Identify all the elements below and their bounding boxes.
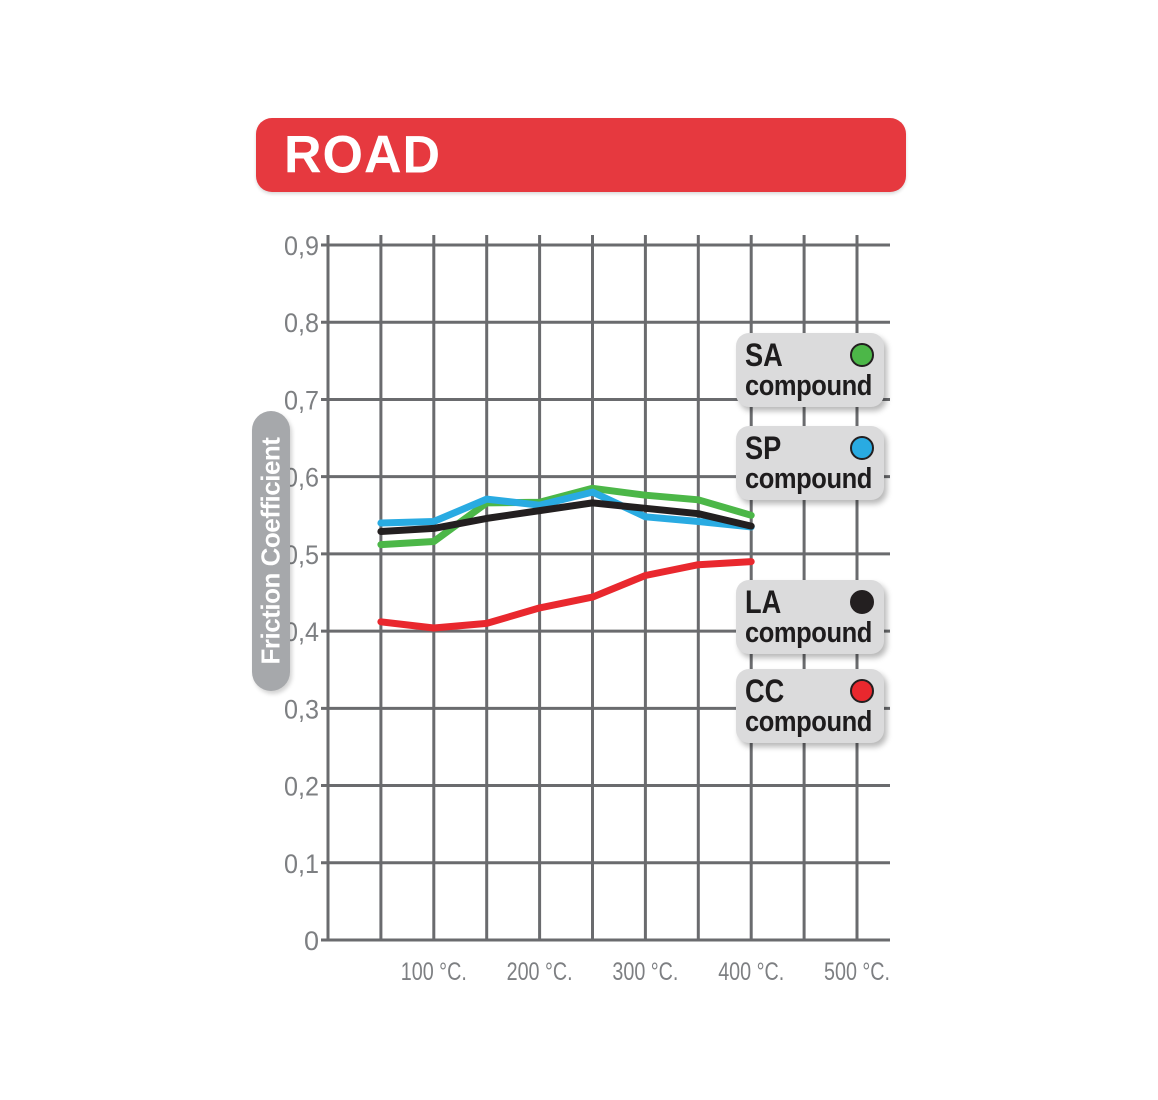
legend-sp-code: SP	[745, 430, 782, 466]
legend-la-label: compound	[745, 617, 872, 649]
legend-cc-row: CC	[745, 675, 875, 707]
y-axis-label-pill: Friction Coefficient	[252, 411, 290, 691]
legend-la-color-dot-icon	[850, 590, 874, 614]
road-banner: ROAD	[256, 118, 906, 192]
x-tick-label: 100 °C.	[401, 958, 467, 986]
legend-sp-color-dot-icon	[850, 436, 874, 460]
y-tick-label: 0,8	[284, 308, 319, 338]
legend-sa-color-dot-icon	[850, 343, 874, 367]
x-tick-label: 500 °C.	[824, 958, 890, 986]
series-line-sp	[377, 488, 755, 531]
legend-la-compound: LA compound	[736, 580, 884, 654]
series-line-cc	[377, 558, 755, 632]
series-line-la	[377, 499, 755, 535]
legend-sp-row: SP	[745, 432, 875, 464]
legend-sp-label: compound	[745, 463, 872, 495]
legend-sp-compound: SP compound	[736, 426, 884, 500]
x-tick-label: 400 °C.	[718, 958, 784, 986]
y-tick-label: 0,2	[284, 772, 319, 802]
legend-la-row: LA	[745, 586, 875, 618]
x-tick-label: 300 °C.	[612, 958, 678, 986]
legend-cc-compound: CC compound	[736, 669, 884, 743]
y-tick-label: 0,3	[284, 694, 319, 724]
x-tick-label: 200 °C.	[507, 958, 573, 986]
legend-sa-code: SA	[745, 337, 783, 373]
legend-cc-color-dot-icon	[850, 679, 874, 703]
legend-cc-code: CC	[745, 673, 785, 709]
y-tick-label: 0,9	[284, 231, 319, 261]
legend-sa-label: compound	[745, 370, 872, 402]
y-tick-label: 0,1	[284, 849, 319, 879]
legend-sa-compound: SA compound	[736, 333, 884, 407]
legend-sa-row: SA	[745, 339, 875, 371]
legend-cc-label: compound	[745, 706, 872, 738]
y-tick-label: 0,7	[284, 385, 319, 415]
y-axis-label: Friction Coefficient	[255, 437, 286, 665]
banner-title: ROAD	[284, 125, 442, 185]
y-tick-label: 0	[304, 926, 319, 956]
legend-la-code: LA	[745, 584, 782, 620]
